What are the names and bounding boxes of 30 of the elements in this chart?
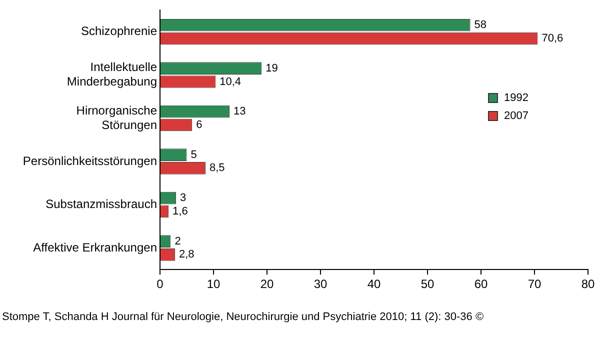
x-tick-label: 0 — [156, 277, 164, 292]
text: Stompe T, Schanda H Journal für Neurologie, Neurochirurgie und Psychiatrie 2010; 11 (2): 30-36 © — [2, 311, 484, 323]
data-label: 8,5 — [209, 162, 225, 174]
x-tick-label: 80 — [581, 277, 595, 292]
data-label: 13 — [234, 106, 246, 118]
data-label: 19 — [266, 62, 278, 74]
data-label: 2 — [174, 235, 181, 248]
y-tick-label: Affektive Erkrankungen — [33, 240, 157, 254]
data-label: 2,8 — [178, 248, 194, 261]
data-label: 10,4 — [220, 76, 242, 88]
data-label: 70,6 — [542, 32, 564, 45]
x-tick-label: 40 — [367, 277, 381, 292]
x-tick-label: 60 — [474, 277, 488, 292]
x-tick-label: 30 — [314, 277, 328, 292]
x-tick-label: 70 — [528, 277, 542, 292]
data-label: 1,6 — [172, 205, 188, 218]
legend-label: 1992 — [504, 92, 528, 104]
y-tick-label: Substanzmissbrauch — [46, 197, 157, 212]
y-tick-label: Schizophrenie — [80, 24, 158, 38]
y-tick-label: Persönlichkeitsstörungen — [22, 154, 157, 168]
x-tick-label: 20 — [260, 277, 274, 292]
data-label: 6 — [196, 119, 202, 132]
y-tick-label: Intellektuelle Minderbegabung — [66, 60, 158, 89]
data-label: 58 — [474, 19, 487, 32]
data-label: 3 — [180, 192, 186, 204]
x-tick-label: 50 — [420, 277, 434, 292]
data-label: 5 — [190, 148, 197, 161]
legend-label: 2007 — [504, 110, 528, 122]
y-tick-label: Hirnorganische Störungen — [76, 103, 158, 132]
x-tick-label: 10 — [206, 277, 220, 292]
